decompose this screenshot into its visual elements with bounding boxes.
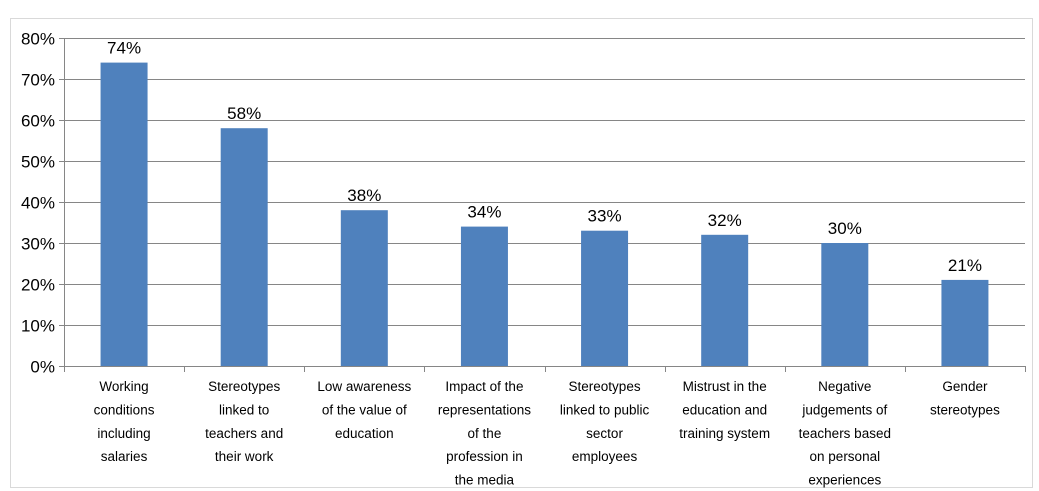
data-label: 74% xyxy=(107,39,141,58)
x-axis-category-label-line: teachers based xyxy=(799,426,891,441)
x-axis-category-label-line: the media xyxy=(455,473,515,488)
x-axis-category-label-line: their work xyxy=(215,449,274,464)
gridlines xyxy=(64,38,1025,326)
data-label: 38% xyxy=(347,186,381,205)
y-axis-tick-labels: 0% 10% 20% 30% 40% 50% 60% 70% 80% xyxy=(21,30,55,377)
x-axis-category-label-line: judgements of xyxy=(801,402,887,417)
x-axis-category-label-line: training system xyxy=(679,426,770,441)
y-axis-tick-label: 20% xyxy=(21,276,55,295)
data-label: 58% xyxy=(227,104,261,123)
bar xyxy=(821,243,869,366)
bar xyxy=(340,210,388,366)
data-labels: 74% 58% 38% 34% 33% 32% 30% 21% xyxy=(107,39,982,275)
bar xyxy=(100,62,148,366)
data-label: 34% xyxy=(467,203,501,222)
x-axis-category-label: Working conditions including salaries xyxy=(94,379,155,464)
x-axis-category-label-line: including xyxy=(97,426,150,441)
x-axis-category-label-line: experiences xyxy=(808,473,881,488)
x-axis-category-label: Mistrust in the education and training sys… xyxy=(679,379,770,441)
x-axis-category-label-line: conditions xyxy=(94,402,155,417)
y-axis-tick-label: 40% xyxy=(21,194,55,213)
y-axis-tick-label: 10% xyxy=(21,317,55,336)
bar xyxy=(941,279,989,366)
x-axis-category-label-line: profession in xyxy=(446,449,523,464)
bar xyxy=(220,128,268,366)
bars xyxy=(100,62,989,366)
x-axis-category-label-line: representations xyxy=(438,402,531,417)
data-label: 21% xyxy=(948,256,982,275)
x-axis-category-label-line: education xyxy=(335,426,394,441)
x-axis-category-label: Gender stereotypes xyxy=(930,379,1000,417)
data-label: 30% xyxy=(828,219,862,238)
y-axis-tick-label: 80% xyxy=(21,30,55,49)
x-axis-category-label-line: employees xyxy=(572,449,638,464)
y-axis-tick-label: 50% xyxy=(21,153,55,172)
data-label: 32% xyxy=(708,211,742,230)
x-axis-category-label-line: stereotypes xyxy=(930,402,1000,417)
y-axis-tick-label: 0% xyxy=(30,358,55,377)
x-axis-category-label-line: teachers and xyxy=(205,426,283,441)
x-axis-category-label-line: Gender xyxy=(942,379,988,394)
x-axis-category-label-line: education and xyxy=(682,402,767,417)
bar xyxy=(701,234,749,366)
x-axis-category-label: Low awareness of the value of education xyxy=(317,379,411,441)
x-axis-tick-labels: Working conditions including salaries Stereo… xyxy=(94,379,1000,488)
x-axis-category-label-line: Working xyxy=(99,379,148,394)
x-axis-category-label-line: sector xyxy=(586,426,623,441)
x-axis-category-label: Stereotypes linked to public sector employe… xyxy=(560,379,650,464)
x-axis-category-label-line: Negative xyxy=(818,379,871,394)
x-axis-category-label: Stereotypes linked to teachers and their wo… xyxy=(205,379,283,464)
x-axis-category-label: Negative judgements of teachers based on pe… xyxy=(799,379,891,488)
x-axis-category-label-line: salaries xyxy=(101,449,148,464)
bar xyxy=(460,226,508,366)
x-axis-category-label-line: Impact of the xyxy=(445,379,523,394)
x-axis-category-label-line: Mistrust in the xyxy=(683,379,767,394)
x-axis-category-label-line: of the xyxy=(468,426,502,441)
x-axis-category-label-line: on personal xyxy=(810,449,881,464)
bar xyxy=(581,230,629,366)
x-axis-category-label-line: linked to public xyxy=(560,402,650,417)
axes xyxy=(59,38,1026,372)
y-axis-tick-label: 70% xyxy=(21,71,55,90)
x-axis-category-label-line: Stereotypes xyxy=(569,379,641,394)
y-axis-tick-label: 30% xyxy=(21,235,55,254)
x-axis-category-label-line: Low awareness xyxy=(317,379,411,394)
y-axis-tick-label: 60% xyxy=(21,112,55,131)
x-axis-category-label-line: of the value of xyxy=(322,402,407,417)
data-label: 33% xyxy=(588,207,622,226)
x-axis-category-label: Impact of the representations of the profes… xyxy=(438,379,531,488)
x-axis-category-label-line: Stereotypes xyxy=(208,379,280,394)
x-axis-category-label-line: linked to xyxy=(219,402,269,417)
